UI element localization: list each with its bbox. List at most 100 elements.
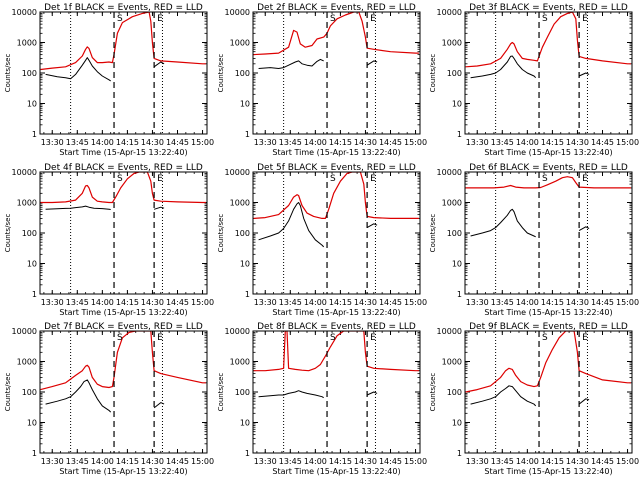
y-tick-label: 1000 <box>230 358 250 367</box>
marker-label: E <box>157 14 163 24</box>
x-tick-label: 14:45 <box>166 457 189 466</box>
x-tick-label: 13:45 <box>491 138 514 147</box>
y-tick-label: 1000 <box>17 199 37 208</box>
lld-series-line <box>253 172 419 219</box>
lld-series-line <box>40 172 206 204</box>
y-tick-label: 10000 <box>437 327 462 336</box>
x-tick-label: 14:45 <box>591 138 614 147</box>
x-tick-label: 13:30 <box>254 138 277 147</box>
y-tick-label: 10 <box>240 419 250 428</box>
x-tick-label: 15:00 <box>404 138 427 147</box>
x-tick-label: 14:45 <box>166 138 189 147</box>
y-tick-label: 1 <box>32 130 37 139</box>
x-tick-label: 14:00 <box>304 138 327 147</box>
x-tick-label: 13:30 <box>41 298 64 307</box>
marker-label: E <box>582 14 588 24</box>
y-tick-label: 10 <box>452 100 462 109</box>
y-axis-label: Counts/sec <box>217 214 225 253</box>
chart-panel-9: Det 9f BLACK = Events, RED = LLD 1 10 100 10… <box>429 322 639 476</box>
y-tick-label: 10000 <box>12 168 37 177</box>
y-tick-label: 10 <box>452 419 462 428</box>
plot-data <box>253 331 419 399</box>
events-series-line <box>470 55 590 79</box>
y-tick-label: 1000 <box>442 199 462 208</box>
lld-series-line <box>465 12 631 68</box>
y-tick-label: 100 <box>235 69 250 78</box>
events-series-line <box>258 58 378 69</box>
x-tick-label: 14:45 <box>379 298 402 307</box>
x-tick-label: 14:15 <box>329 298 352 307</box>
events-series-line <box>470 208 590 238</box>
y-tick-label: 100 <box>235 229 250 238</box>
x-axis-label: Start Time (15-Apr-15 13:22:40) <box>484 148 612 157</box>
marker-label: E <box>370 14 376 24</box>
y-tick-label: 1 <box>32 290 37 299</box>
plot-data <box>40 12 206 82</box>
plot-data <box>465 331 631 407</box>
lld-series-line <box>40 12 206 71</box>
y-tick-label: 1 <box>457 130 462 139</box>
x-tick-label: 15:00 <box>404 457 427 466</box>
x-tick-label: 13:30 <box>466 298 489 307</box>
y-tick-label: 1000 <box>17 358 37 367</box>
x-tick-label: 14:15 <box>116 298 139 307</box>
plot-data <box>465 176 631 238</box>
lld-series-line <box>465 176 631 189</box>
lld-series-line <box>253 331 419 372</box>
x-tick-label: 14:45 <box>591 298 614 307</box>
plot-frame <box>464 330 633 454</box>
marker-label: S <box>330 174 336 184</box>
marker-label: E <box>370 333 376 343</box>
chart-panel-8: Det 8f BLACK = Events, RED = LLD 1 10 100 10… <box>217 322 427 476</box>
x-tick-label: 14:15 <box>541 457 564 466</box>
x-tick-label: 14:45 <box>166 298 189 307</box>
plot-frame <box>464 11 633 135</box>
chart-title: Det 3f BLACK = Events, RED = LLD <box>469 3 628 13</box>
y-tick-label: 100 <box>22 69 37 78</box>
x-tick-label: 13:30 <box>466 138 489 147</box>
x-tick-label: 13:30 <box>254 457 277 466</box>
events-series-line <box>258 390 378 399</box>
x-tick-label: 13:45 <box>279 138 302 147</box>
x-tick-label: 15:00 <box>191 298 214 307</box>
y-tick-label: 100 <box>447 229 462 238</box>
x-tick-label: 13:45 <box>66 298 89 307</box>
x-axis-label: Start Time (15-Apr-15 13:22:40) <box>59 467 187 476</box>
marker-label: S <box>117 174 123 184</box>
chart-title: Det 5f BLACK = Events, RED = LLD <box>257 163 416 173</box>
x-tick-label: 14:15 <box>329 138 352 147</box>
chart-panel-5: Det 5f BLACK = Events, RED = LLD 1 10 100 10… <box>217 163 427 317</box>
x-axis-label: Start Time (15-Apr-15 13:22:40) <box>272 467 400 476</box>
y-tick-label: 1000 <box>442 358 462 367</box>
x-tick-label: 13:45 <box>279 457 302 466</box>
x-tick-label: 14:30 <box>354 138 377 147</box>
y-tick-label: 1000 <box>17 39 37 48</box>
y-axis-label: Counts/sec <box>217 54 225 93</box>
y-tick-label: 10000 <box>437 8 462 17</box>
y-axis-label: Counts/sec <box>4 373 12 412</box>
chart-title: Det 6f BLACK = Events, RED = LLD <box>469 163 628 173</box>
x-tick-label: 13:45 <box>66 138 89 147</box>
y-tick-label: 10000 <box>12 8 37 17</box>
x-tick-label: 13:45 <box>66 457 89 466</box>
x-tick-label: 15:00 <box>191 457 214 466</box>
plot-data <box>253 12 419 69</box>
chart-title: Det 7f BLACK = Events, RED = LLD <box>44 322 203 332</box>
y-axis-label: Counts/sec <box>429 54 437 93</box>
chart-panel-1: Det 1f BLACK = Events, RED = LLD 1 10 100 10… <box>4 3 214 157</box>
plot-frame <box>252 330 421 454</box>
chart-title: Det 1f BLACK = Events, RED = LLD <box>44 3 203 13</box>
y-tick-label: 10 <box>27 260 37 269</box>
y-axis-label: Counts/sec <box>217 373 225 412</box>
y-tick-label: 10000 <box>225 327 250 336</box>
chart-title: Det 9f BLACK = Events, RED = LLD <box>469 322 628 332</box>
x-axis-label: Start Time (15-Apr-15 13:22:40) <box>59 148 187 157</box>
y-tick-label: 100 <box>22 229 37 238</box>
lld-series-line <box>465 331 631 393</box>
y-tick-label: 1000 <box>230 199 250 208</box>
x-tick-label: 14:30 <box>354 457 377 466</box>
x-tick-label: 14:00 <box>304 298 327 307</box>
x-tick-label: 14:15 <box>116 138 139 147</box>
y-tick-label: 10000 <box>12 327 37 336</box>
marker-label: E <box>582 174 588 184</box>
